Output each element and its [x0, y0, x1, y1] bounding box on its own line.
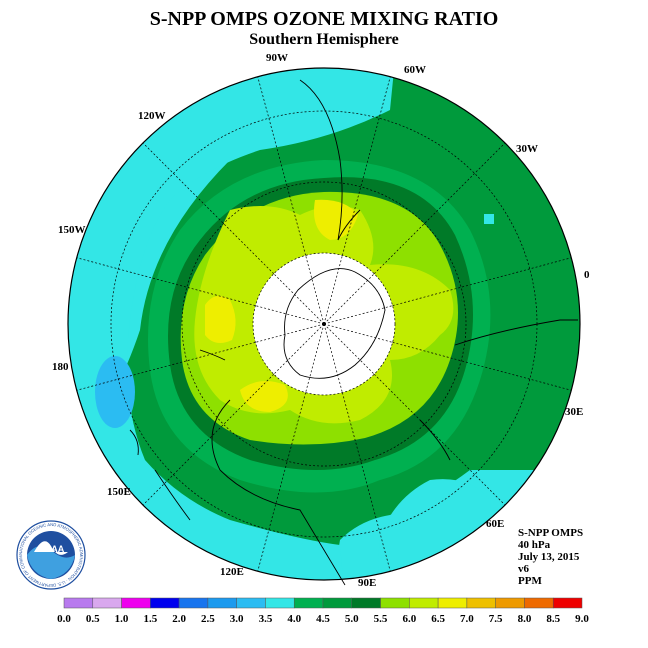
- noaa-logo-text: NOAA: [38, 544, 65, 554]
- lon-label-120w: 120W: [138, 110, 166, 122]
- lon-label-60e: 60E: [486, 518, 505, 530]
- meridian-line: [392, 342, 572, 391]
- colorbar-tick-label: 0.0: [57, 613, 71, 625]
- meridian-line: [76, 257, 256, 306]
- units-label: PPM: [518, 575, 542, 587]
- version-label: v6: [518, 563, 529, 575]
- color-bin-7.0: [466, 597, 496, 609]
- colorbar-tick-label: 6.0: [402, 613, 416, 625]
- color-bin-2.5: [207, 597, 237, 609]
- colorbar-tick-label: 5.0: [345, 613, 359, 625]
- meridian-line: [373, 142, 506, 275]
- colorbar-tick-label: 1.5: [143, 613, 157, 625]
- meridian-line: [142, 373, 275, 506]
- color-bin-3.0: [236, 597, 266, 609]
- color-scale-bar: 0.0 0.5 1.0 1.5 2.0 2.5 3.0 3.5 4.0 4.5 5.0 5.5 6.0 6…: [57, 597, 589, 625]
- colorbar-tick-label: 9.0: [575, 613, 589, 625]
- meridian-line: [76, 342, 256, 391]
- south-pole-marker: [322, 322, 326, 326]
- color-bin-0.5: [92, 597, 122, 609]
- color-bin-8.0: [524, 597, 554, 609]
- color-bin-4.5: [322, 597, 353, 609]
- meridians: [76, 76, 572, 572]
- lon-label-30w: 30W: [516, 143, 538, 155]
- noaa-logo: NOAA NATIONAL OCEANIC AND ATMOSPHERIC AD…: [16, 520, 86, 590]
- date-label: July 13, 2015: [518, 551, 580, 563]
- color-bin-6.5: [437, 597, 468, 609]
- map-boundary: [67, 67, 581, 581]
- color-bin-1.0: [121, 597, 151, 609]
- colorbar-tick-label: 5.5: [374, 613, 388, 625]
- color-bin-5.5: [380, 597, 410, 609]
- colorbar-tick-label: 2.5: [201, 613, 215, 625]
- meridian-line: [257, 392, 306, 572]
- meridian-line: [257, 76, 306, 256]
- colorbar-tick-label: 6.5: [431, 613, 445, 625]
- coastlines: [129, 79, 578, 586]
- lon-label-150w: 150W: [58, 224, 86, 236]
- product-info: S-NPP OMPS 40 hPa July 13, 2015 v6 PPM: [518, 527, 583, 587]
- color-bin-8.5: [552, 597, 583, 609]
- pressure-level-label: 40 hPa: [518, 539, 551, 551]
- colorbar-tick-label: 2.0: [172, 613, 186, 625]
- ozone-band-3.0-3.5: [95, 356, 135, 428]
- colorbar-tick-label: 0.5: [86, 613, 100, 625]
- color-bin-2.0: [178, 597, 209, 609]
- colorbar-tick-label: 3.0: [230, 613, 244, 625]
- lon-label-60w: 60W: [404, 64, 426, 76]
- colorbar-tick-label: 8.5: [546, 613, 560, 625]
- color-bin-1.5: [150, 597, 180, 609]
- meridian-line: [142, 142, 275, 275]
- color-bin-5.0: [351, 597, 381, 609]
- lon-label-180: 180: [52, 361, 69, 373]
- color-bin-0.0: [63, 597, 94, 609]
- colorbar-tick-label: 1.0: [115, 613, 129, 625]
- color-bin-7.5: [495, 597, 525, 609]
- lon-label-90e: 90E: [358, 577, 377, 589]
- meridian-line: [392, 257, 572, 306]
- lon-label-30e: 30E: [565, 406, 584, 418]
- ozone-band-3.5-4.0-west: [68, 68, 395, 580]
- colorbar-tick-label: 4.5: [316, 613, 330, 625]
- lon-label-150e: 150E: [107, 486, 131, 498]
- lon-label-90w: 90W: [266, 52, 288, 64]
- colorbar-tick-label: 4.0: [287, 613, 301, 625]
- colorbar-tick-label: 7.5: [489, 613, 503, 625]
- color-bin-6.0: [409, 597, 439, 609]
- map-title: S-NPP OMPS OZONE MIXING RATIO: [149, 8, 499, 30]
- map-subtitle: Southern Hemisphere: [249, 31, 399, 48]
- colorbar-tick-label: 8.0: [518, 613, 532, 625]
- colorbar-tick-label: 7.0: [460, 613, 474, 625]
- meridian-line: [342, 392, 391, 572]
- graticule: [110, 110, 538, 538]
- meridian-line: [373, 373, 506, 506]
- lon-label-0: 0: [584, 269, 590, 281]
- colorbar-tick-label: 3.5: [259, 613, 273, 625]
- color-bin-4.0: [293, 597, 324, 609]
- color-bin-3.5: [265, 597, 295, 609]
- meridian-line: [342, 76, 391, 256]
- instrument-label: S-NPP OMPS: [518, 527, 584, 539]
- lon-label-120e: 120E: [220, 566, 244, 578]
